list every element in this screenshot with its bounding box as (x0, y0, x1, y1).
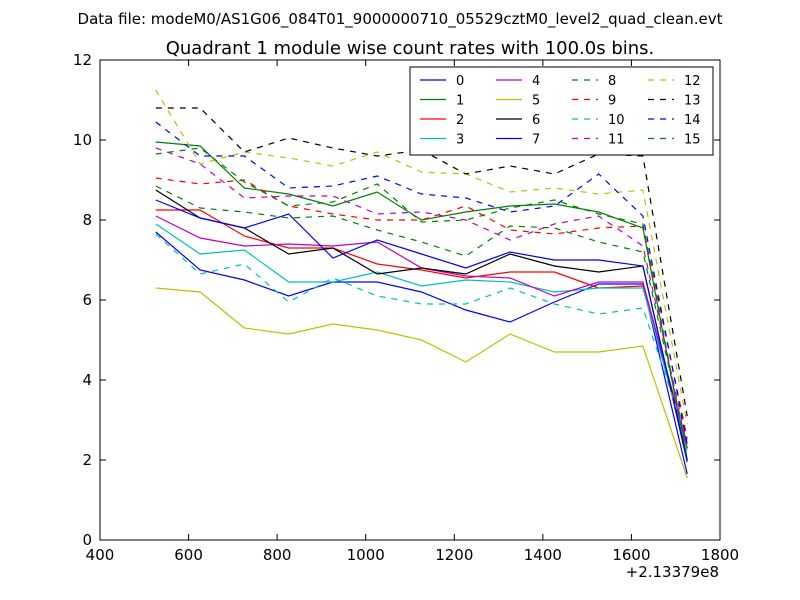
y-tick-label: 4 (82, 371, 92, 389)
series-line-7 (155, 199, 688, 463)
legend-label-9: 9 (608, 94, 616, 109)
x-tick-label: 1400 (524, 546, 562, 564)
y-tick-label: 6 (82, 291, 92, 309)
legend-box (409, 66, 714, 156)
x-tick-label: 1200 (435, 546, 473, 564)
y-tick-label: 10 (73, 131, 92, 149)
y-tick-label: 8 (82, 211, 92, 229)
legend-label-2: 2 (456, 113, 464, 128)
series-layer (155, 89, 688, 479)
legend-label-7: 7 (532, 133, 540, 148)
x-tick-label: 600 (174, 546, 203, 564)
series-line-0 (155, 231, 688, 475)
series-line-14 (155, 121, 688, 445)
x-tick-label: 400 (86, 546, 115, 564)
series-line-9 (155, 177, 688, 439)
series-line-11 (155, 147, 688, 445)
legend-label-5: 5 (532, 94, 540, 109)
legend-label-0: 0 (456, 74, 464, 89)
legend-label-4: 4 (532, 74, 540, 89)
legend-label-13: 13 (684, 94, 701, 109)
legend-label-3: 3 (456, 133, 464, 148)
legend-label-15: 15 (684, 133, 701, 148)
chart-title: Quadrant 1 module wise count rates with … (166, 38, 655, 59)
legend-label-14: 14 (684, 113, 701, 128)
legend-label-1: 1 (456, 94, 464, 109)
x-tick-label: 1800 (701, 546, 739, 564)
legend-label-12: 12 (684, 74, 701, 89)
y-tick-label: 2 (82, 451, 92, 469)
y-tick-label: 12 (73, 51, 92, 69)
x-tick-label: 800 (263, 546, 292, 564)
series-line-12 (155, 89, 688, 425)
series-line-5 (155, 287, 688, 479)
x-tick-label: 1000 (347, 546, 385, 564)
legend-label-8: 8 (608, 74, 616, 89)
legend-label-6: 6 (532, 113, 540, 128)
series-line-1 (155, 141, 688, 461)
series-line-3 (155, 223, 688, 451)
y-tick-label: 0 (82, 531, 92, 549)
legend-label-11: 11 (608, 133, 625, 148)
x-tick-label: 1600 (612, 546, 650, 564)
series-line-15 (155, 147, 688, 459)
x-offset-label: +2.13379e8 (626, 563, 719, 581)
chart-suptitle: Data file: modeM0/AS1G06_084T01_90000007… (78, 10, 723, 29)
legend-label-10: 10 (608, 113, 625, 128)
